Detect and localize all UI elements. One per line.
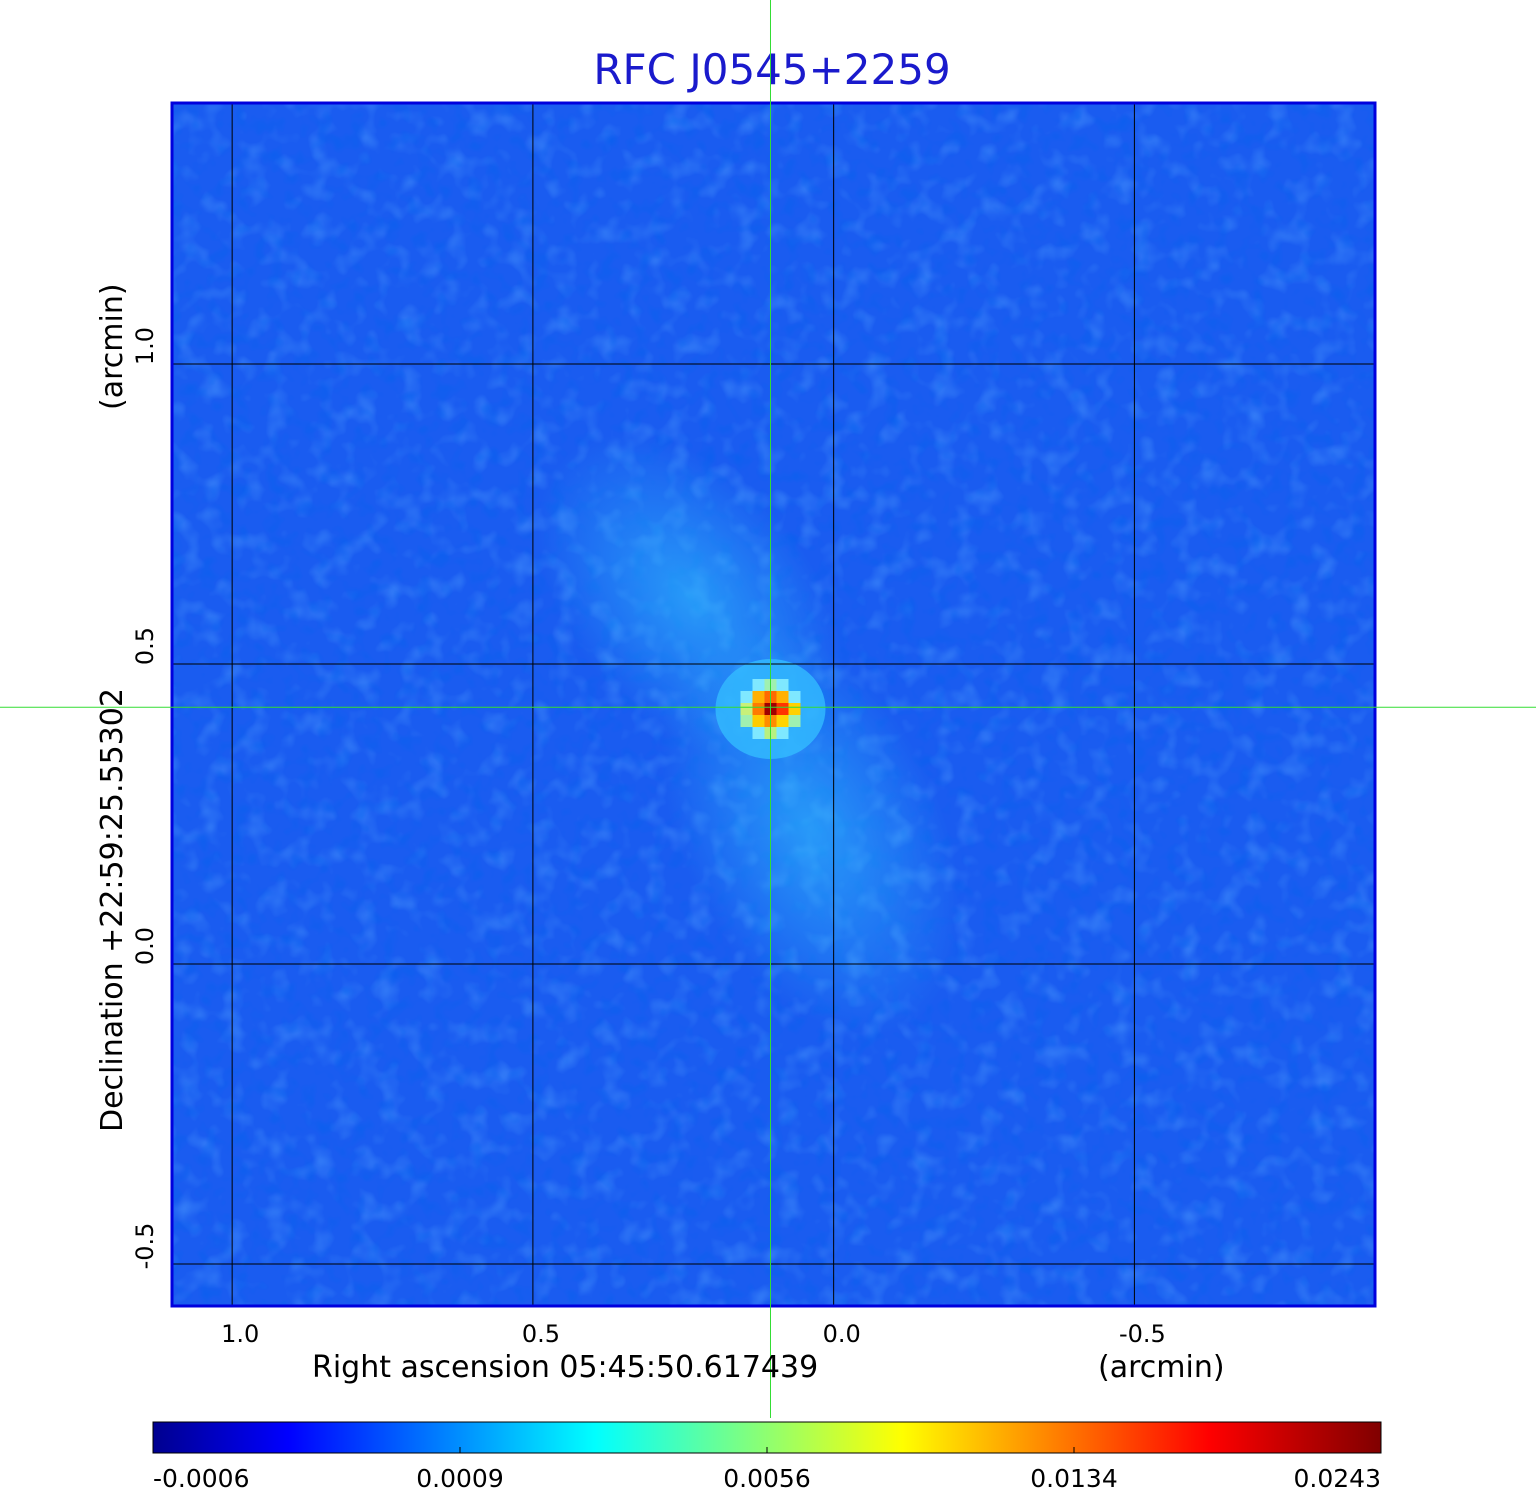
colorbar-tick-label: 0.0134 bbox=[1030, 1464, 1117, 1493]
colorbar-tick-label: 0.0243 bbox=[1294, 1464, 1381, 1493]
colorbar-tick-label: -0.0006 bbox=[153, 1464, 250, 1493]
grid bbox=[172, 103, 1375, 1306]
peak-pixel bbox=[776, 691, 789, 703]
crosshair bbox=[0, 0, 1536, 1418]
peak-pixel bbox=[740, 691, 753, 703]
y-tick-label: 0.0 bbox=[131, 927, 159, 965]
peak-pixel bbox=[776, 727, 789, 739]
peak-pixel bbox=[788, 715, 801, 727]
x-tick-labels: 1.0 0.5 0.0 -0.5 bbox=[221, 1320, 1166, 1348]
peak-pixel bbox=[752, 715, 765, 727]
y-axis-label: Declination +22:59:25.55302 bbox=[95, 688, 130, 1132]
peak-pixel bbox=[740, 715, 753, 727]
colorbar bbox=[152, 1421, 1382, 1454]
peak-pixel bbox=[776, 703, 789, 715]
peak-pixel bbox=[776, 715, 789, 727]
y-tick-label: 1.0 bbox=[131, 327, 159, 365]
peak-pixel bbox=[776, 679, 789, 691]
y-axis-unit: (arcmin) bbox=[95, 283, 130, 410]
colorbar-tick-label: 0.0056 bbox=[723, 1464, 810, 1493]
peak-pixel bbox=[752, 727, 765, 739]
plot-area bbox=[172, 103, 1375, 1306]
colorbar-tick-label: 0.0009 bbox=[416, 1464, 503, 1493]
y-tick-label: 0.5 bbox=[131, 627, 159, 665]
peak-pixel bbox=[752, 679, 765, 691]
x-axis-label: Right ascension 05:45:50.617439 bbox=[312, 1350, 818, 1385]
colorbar-ticks: -0.0006 0.0009 0.0056 0.0134 0.0243 bbox=[152, 1447, 1382, 1493]
y-tick-label: -0.5 bbox=[131, 1223, 159, 1270]
x-tick-label: 0.0 bbox=[823, 1320, 861, 1348]
y-tick-labels: 1.0 0.5 0.0 -0.5 bbox=[131, 327, 159, 1270]
x-axis-unit: (arcmin) bbox=[1098, 1350, 1225, 1385]
peak-pixel bbox=[788, 691, 801, 703]
x-tick-label: -0.5 bbox=[1119, 1320, 1166, 1348]
x-tick-label: 1.0 bbox=[221, 1320, 259, 1348]
x-tick-label: 0.5 bbox=[522, 1320, 560, 1348]
peak-pixel bbox=[752, 703, 765, 715]
peak-pixel bbox=[788, 703, 801, 715]
plot-frame bbox=[170, 101, 1377, 1308]
chart-title: RFC J0545+2259 bbox=[593, 45, 950, 94]
peak-pixel bbox=[740, 703, 753, 715]
peak-pixel bbox=[752, 691, 765, 703]
